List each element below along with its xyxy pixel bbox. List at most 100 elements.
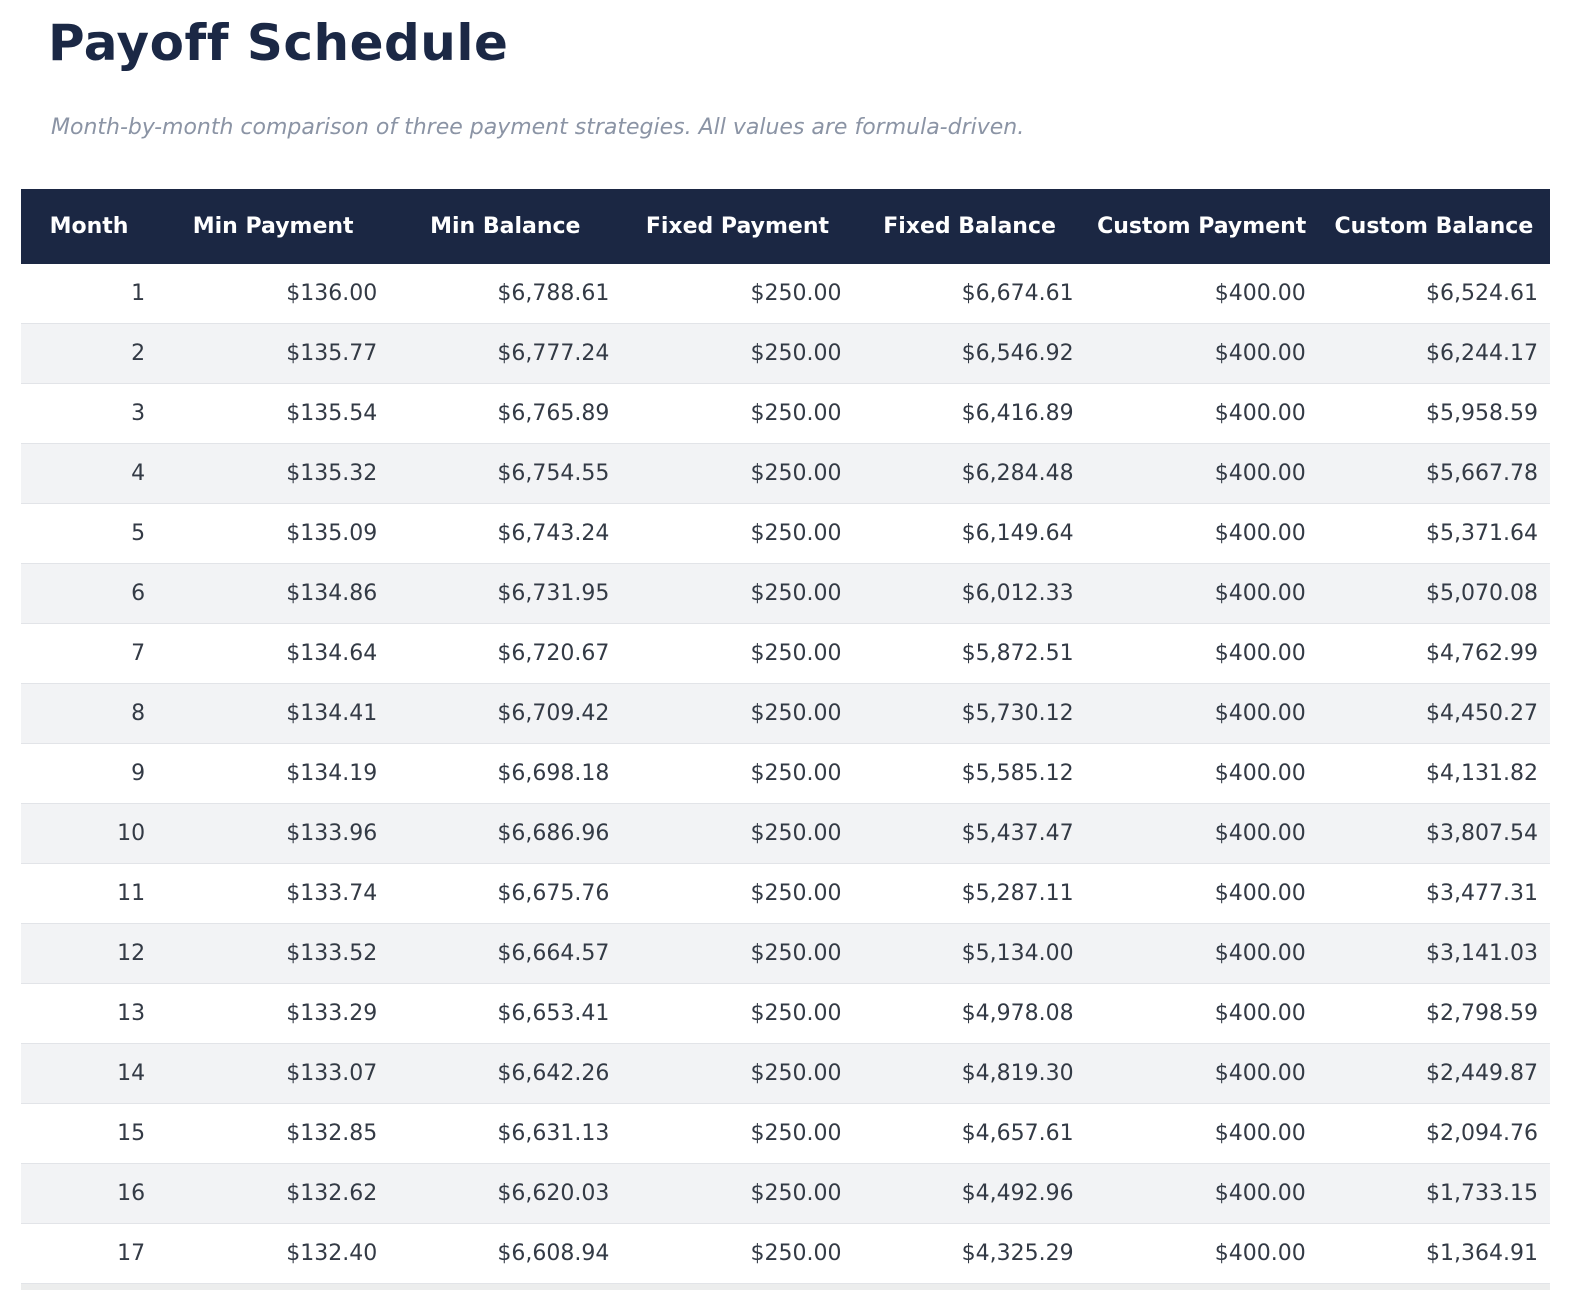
cell-value: $250.00: [621, 1043, 854, 1104]
cell-value: $3,477.31: [1317, 863, 1550, 924]
cell-value: $134.19: [157, 743, 390, 804]
cell-value: $400.00: [1085, 1043, 1318, 1104]
cell-value: $4,325.29: [853, 1223, 1086, 1283]
cell-value: $6,698.18: [389, 743, 622, 804]
cell-value: $250.00: [621, 1103, 854, 1164]
cell-value: $4,450.27: [1317, 683, 1550, 744]
cell-value: $6,664.57: [389, 923, 622, 984]
cell-value: $4,762.99: [1317, 623, 1550, 684]
column-header-custom-payment: Custom Payment: [1085, 189, 1318, 264]
cell-value: $400.00: [1085, 323, 1318, 384]
cell-value: $6,653.41: [389, 983, 622, 1044]
cell-value: $132.62: [157, 1163, 390, 1224]
column-header-min-payment: Min Payment: [157, 189, 390, 264]
cell-month: 16: [21, 1163, 158, 1224]
cell-value: $6,546.92: [853, 323, 1086, 384]
cell-value: $250.00: [621, 323, 854, 384]
cell-value: $6,754.55: [389, 443, 622, 504]
cell-value: $5,667.78: [1317, 443, 1550, 504]
cell-value: $6,743.24: [389, 503, 622, 564]
cell-value: $250.00: [621, 623, 854, 684]
cell-value: $6,765.89: [389, 383, 622, 444]
page-title: Payoff Schedule: [48, 14, 509, 72]
table-row: 2 $135.77 $6,777.24 $250.00 $6,546.92 $400.00…: [21, 323, 1550, 384]
cell-value: $135.09: [157, 503, 390, 564]
cell-value: $250.00: [621, 923, 854, 984]
cell-month: 1: [131, 281, 146, 306]
cell-value: $250.00: [621, 983, 854, 1044]
cell-value: $5,287.11: [853, 863, 1086, 924]
cell-value: $400.00: [1085, 683, 1318, 744]
table-row: 16 $132.62 $6,620.03 $250.00 $4,492.96 $400.0…: [21, 1163, 1550, 1224]
cell-value: $1,733.15: [1317, 1163, 1550, 1224]
cell-value: $400.00: [1085, 623, 1318, 684]
cell-value: $136.00: [286, 281, 378, 306]
cell-value: $6,416.89: [853, 383, 1086, 444]
table-row: 10 $133.96 $6,686.96 $250.00 $5,437.47 $400.0…: [21, 803, 1550, 864]
table-row: 14 $133.07 $6,642.26 $250.00 $4,819.30 $400.0…: [21, 1043, 1550, 1104]
cell-value: $250.00: [621, 503, 854, 564]
cell-value: $133.29: [157, 983, 390, 1044]
cell-month: 13: [21, 983, 158, 1044]
cell-value: $6,149.64: [853, 503, 1086, 564]
cell-value: $400.00: [1085, 923, 1318, 984]
cell-value: $5,585.12: [853, 743, 1086, 804]
cell-value: $6,620.03: [389, 1163, 622, 1224]
cell-month: 3: [21, 383, 158, 444]
cell-value: $6,631.13: [389, 1103, 622, 1164]
cell-value: $400.00: [1085, 563, 1318, 624]
cell-value: $400.00: [1085, 503, 1318, 564]
cell-month: 4: [21, 443, 158, 504]
cell-value: $250.00: [621, 683, 854, 744]
cell-value: $250.00: [621, 563, 854, 624]
cell-value: $2,449.87: [1317, 1043, 1550, 1104]
cell-value: $134.86: [157, 563, 390, 624]
cell-value: $400.00: [1085, 803, 1318, 864]
cell-month: 8: [21, 683, 158, 744]
cell-value: $4,131.82: [1317, 743, 1550, 804]
cell-value: $6,244.17: [1317, 323, 1550, 384]
cell-value: $400.00: [1085, 1163, 1318, 1224]
cell-month: 5: [21, 503, 158, 564]
cell-month: 14: [21, 1043, 158, 1104]
cell-value: $6,709.42: [389, 683, 622, 744]
cell-value: $132.85: [157, 1103, 390, 1164]
cell-value: $400.00: [1085, 743, 1318, 804]
cell-value: $4,819.30: [853, 1043, 1086, 1104]
column-header-fixed-balance: Fixed Balance: [853, 189, 1086, 264]
payoff-table-container: Month Min Payment Min Balance Fixed Payment…: [21, 189, 1550, 1283]
cell-value: $6,608.94: [389, 1223, 622, 1283]
table-body: 1 $136.00 $6,788.61 $250.00 $6,674.61 $400.00…: [21, 264, 1550, 1283]
cell-value: $400.00: [1085, 863, 1318, 924]
cell-value: $133.52: [157, 923, 390, 984]
table-header-row: Month Min Payment Min Balance Fixed Payment…: [21, 189, 1550, 264]
cell-value: $250.00: [621, 1223, 854, 1283]
cell-value: $250.00: [621, 743, 854, 804]
cell-value: $1,364.91: [1317, 1223, 1550, 1283]
cell-value: $6,720.67: [389, 623, 622, 684]
cell-value: $400.00: [1085, 1103, 1318, 1164]
cell-value: $5,730.12: [853, 683, 1086, 744]
cell-value: $135.54: [157, 383, 390, 444]
cell-value: $6,012.33: [853, 563, 1086, 624]
cell-value: $5,371.64: [1317, 503, 1550, 564]
cell-value: $5,872.51: [853, 623, 1086, 684]
cell-value: $6,642.26: [389, 1043, 622, 1104]
column-header-custom-balance: Custom Balance: [1317, 189, 1550, 264]
table-row: 12 $133.52 $6,664.57 $250.00 $5,134.00 $400.0…: [21, 923, 1550, 984]
cell-month: 9: [21, 743, 158, 804]
cell-value: $5,070.08: [1317, 563, 1550, 624]
cell-value: $5,958.59: [1317, 383, 1550, 444]
cell-month: 11: [21, 863, 158, 924]
table-header: Month Min Payment Min Balance Fixed Payment…: [21, 189, 1550, 264]
cell-value: $400.00: [1085, 383, 1318, 444]
table-row: 5 $135.09 $6,743.24 $250.00 $6,149.64 $400.00…: [21, 503, 1550, 564]
cell-month: 15: [21, 1103, 158, 1164]
column-header-fixed-payment: Fixed Payment: [621, 189, 854, 264]
cell-value: $4,657.61: [853, 1103, 1086, 1164]
cell-value: $133.07: [157, 1043, 390, 1104]
table-row-partial-clipped: [21, 1283, 1550, 1290]
cell-month: 17: [21, 1223, 158, 1283]
cell-value: $250.00: [621, 1163, 854, 1224]
